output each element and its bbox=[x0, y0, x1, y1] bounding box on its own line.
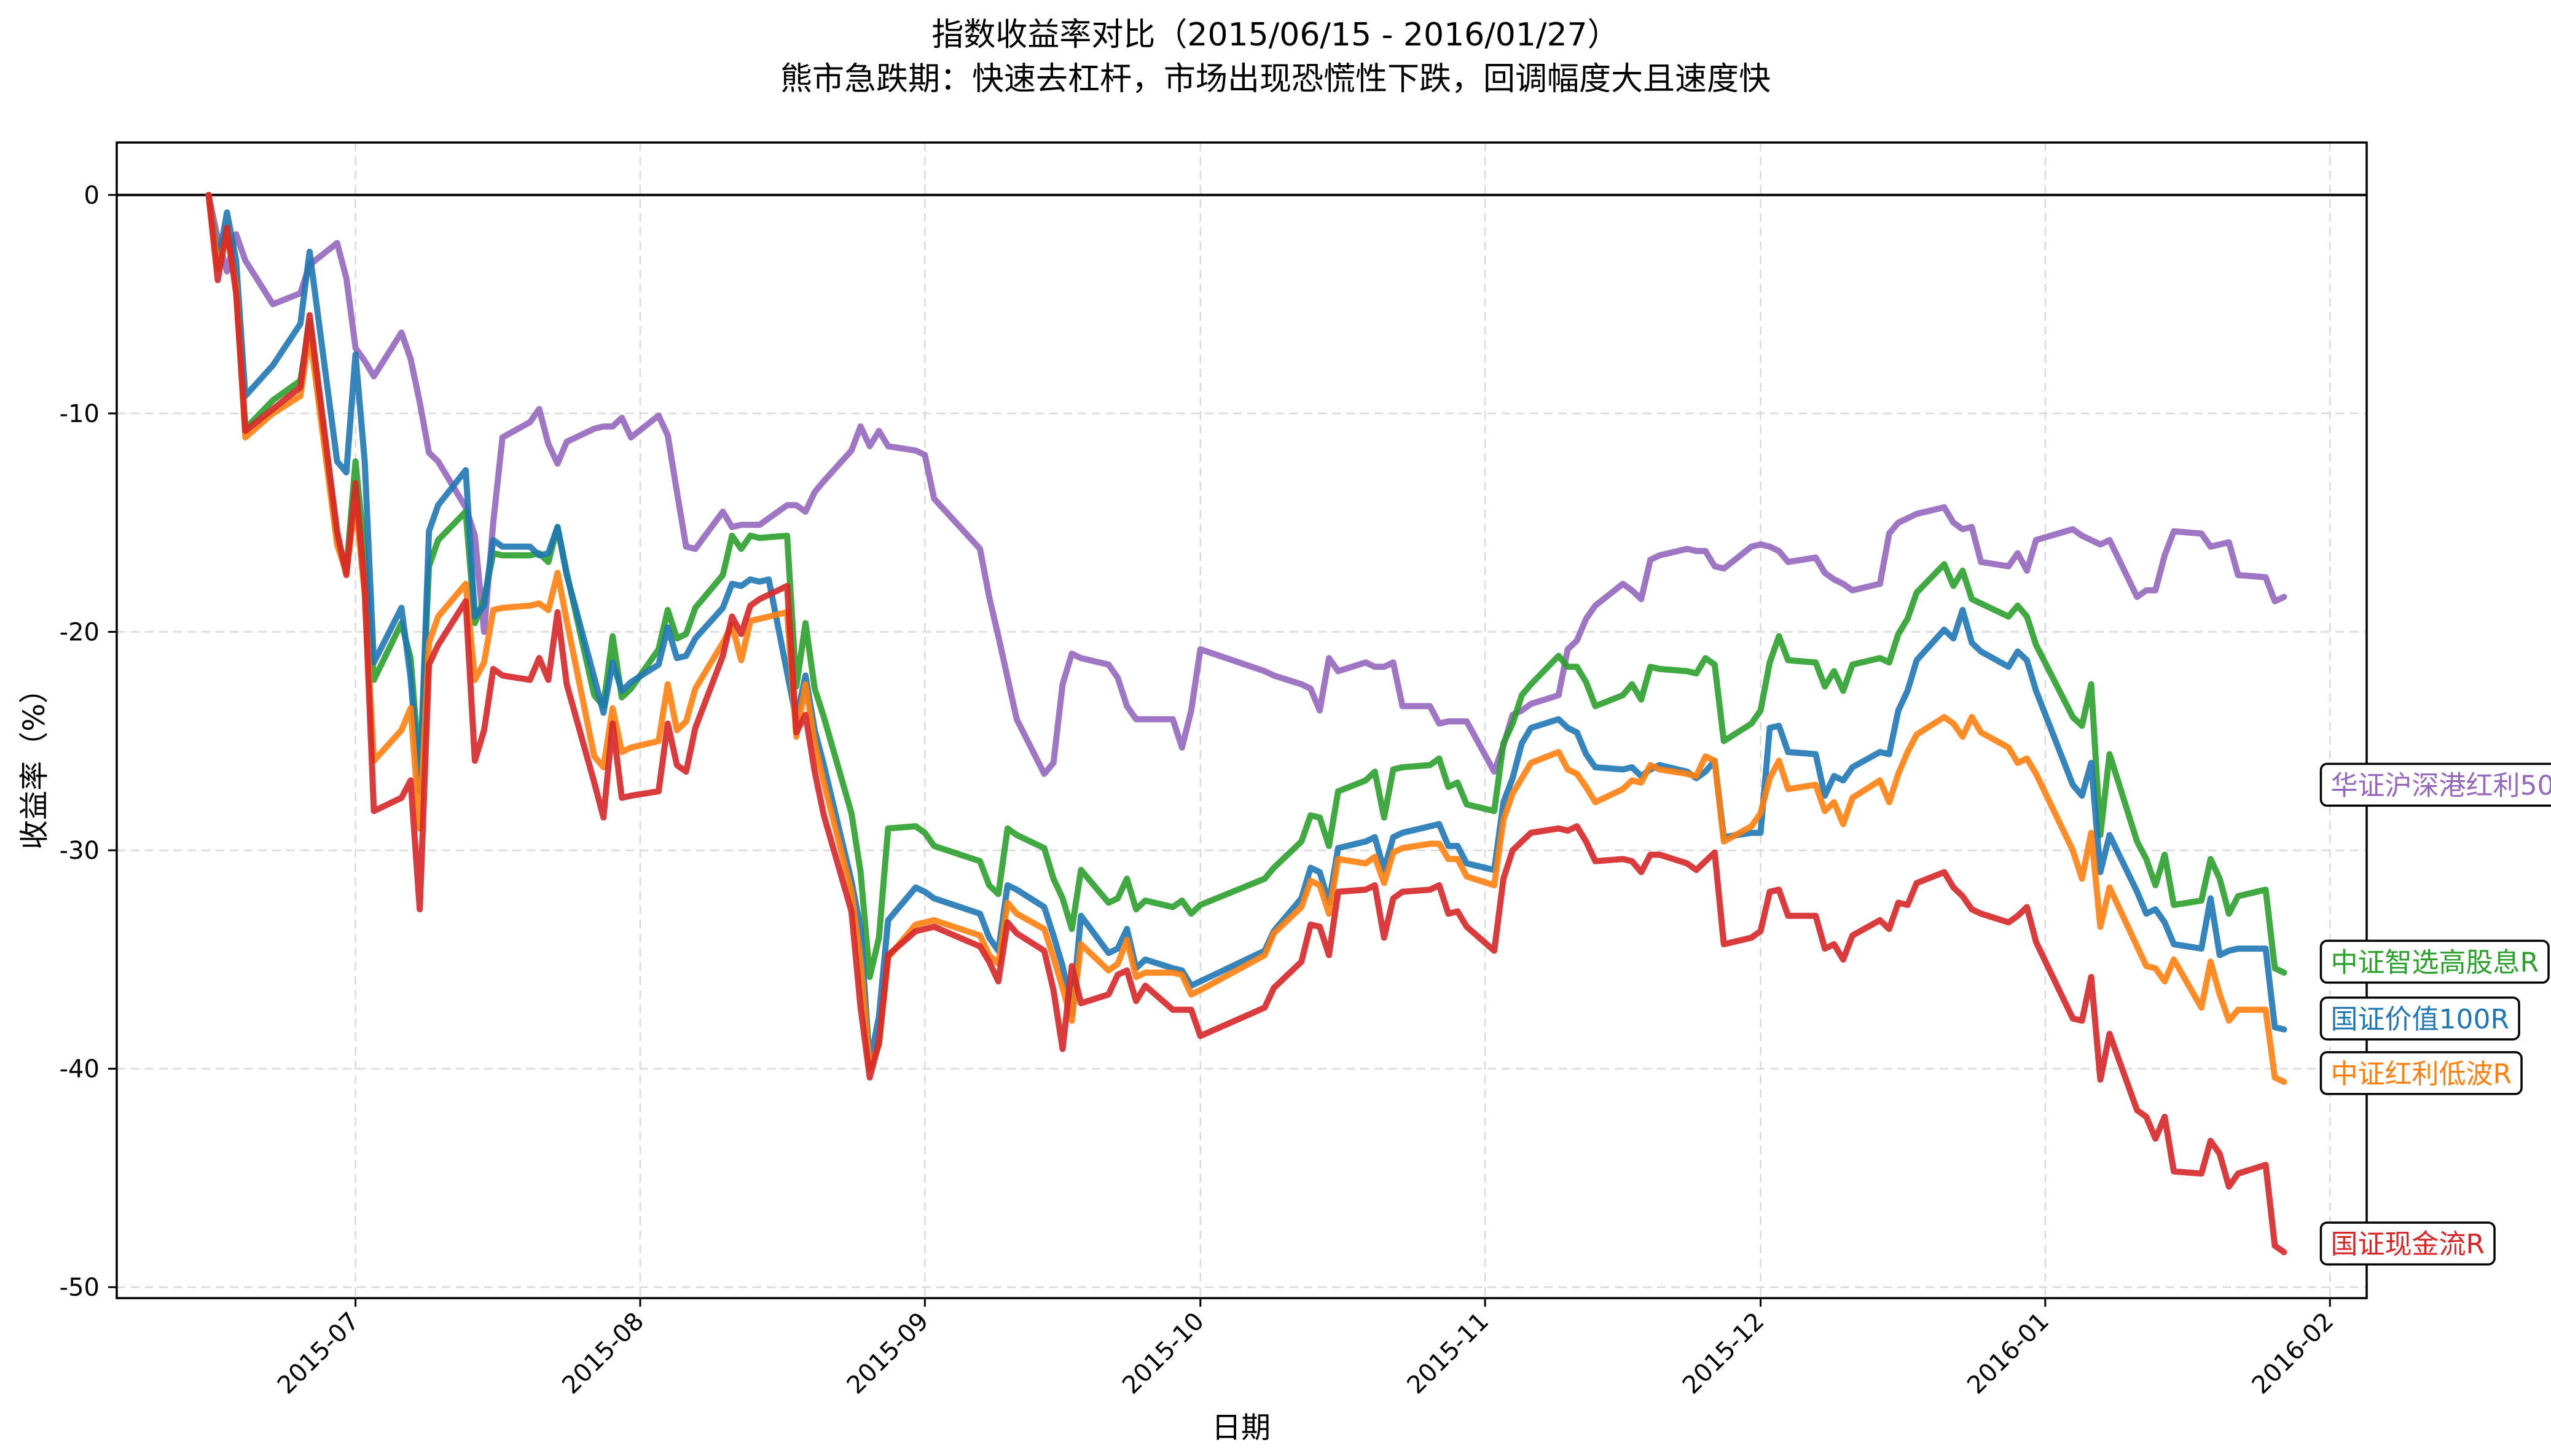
y-axis-label: 收益率（%） bbox=[17, 674, 52, 850]
y-tick-label: -20 bbox=[60, 618, 100, 646]
series-end-label-box bbox=[2319, 1221, 2496, 1266]
series-lines bbox=[205, 192, 2287, 1256]
series-line-5 bbox=[205, 192, 2287, 1256]
x-tick-label: 2016-01 bbox=[1962, 1307, 2055, 1400]
series-end-label-text: 中证智选高股息R bbox=[2330, 947, 2539, 978]
y-tick-label: -30 bbox=[60, 837, 100, 865]
chart-title: 指数收益率对比（2015/06/15 - 2016/01/27） bbox=[931, 17, 1619, 53]
y-tick-label: 0 bbox=[84, 181, 100, 209]
series-end-label-text: 国证现金流R bbox=[2330, 1229, 2485, 1260]
series-end-label: 国证价值100R bbox=[2319, 996, 2520, 1041]
series-end-label-text: 中证红利低波R bbox=[2330, 1059, 2512, 1090]
y-tick-label: -10 bbox=[60, 400, 100, 428]
x-axis-ticks: 2015-07 2015-08 2015-09 2015-10 2015-11 2015-… bbox=[272, 1298, 2339, 1399]
series-end-label-text: 华证沪深港红利50R bbox=[2330, 770, 2551, 801]
x-tick-label: 2015-10 bbox=[1117, 1307, 1210, 1400]
series-line-3 bbox=[205, 192, 2287, 1068]
grid bbox=[117, 143, 2367, 1298]
x-tick-label: 2015-08 bbox=[557, 1307, 649, 1400]
chart-subtitle: 熊市急跌期：快速去杠杆，市场出现恐慌性下跌，回调幅度大且速度快 bbox=[780, 61, 1771, 98]
series-line-1 bbox=[205, 192, 2287, 777]
series-end-label: 中证红利低波R bbox=[2319, 1051, 2523, 1095]
x-tick-label: 2015-12 bbox=[1677, 1307, 1770, 1400]
series-end-label-box bbox=[2319, 1051, 2523, 1095]
series-end-label-box bbox=[2319, 762, 2551, 807]
series-end-label: 华证沪深港红利50R bbox=[2319, 762, 2551, 807]
y-tick-label: -40 bbox=[60, 1055, 100, 1084]
x-tick-label: 2015-09 bbox=[842, 1307, 935, 1400]
series-end-label: 国证现金流R bbox=[2319, 1221, 2496, 1266]
x-tick-label: 2015-11 bbox=[1401, 1307, 1494, 1400]
x-tick-label: 2015-07 bbox=[272, 1307, 365, 1400]
x-axis-label: 日期 bbox=[1212, 1411, 1271, 1445]
series-line-2 bbox=[205, 192, 2287, 980]
series-line-4 bbox=[205, 192, 2287, 1085]
series-end-label-box bbox=[2319, 939, 2550, 984]
series-end-label-box bbox=[2319, 996, 2520, 1041]
series-end-labels: 华证沪深港红利50R 中证智选高股息R 国证价值100R 中证红利低波R 国证现金流R bbox=[2319, 762, 2551, 1266]
y-tick-label: -50 bbox=[60, 1274, 100, 1302]
series-end-label: 中证智选高股息R bbox=[2319, 939, 2550, 984]
y-axis-ticks: 0 -10 -20 -30 -40 -50 bbox=[60, 181, 117, 1302]
x-tick-label: 2016-02 bbox=[2247, 1307, 2340, 1400]
plot-frame bbox=[116, 141, 2368, 1299]
series-end-label-text: 国证价值100R bbox=[2330, 1004, 2509, 1035]
